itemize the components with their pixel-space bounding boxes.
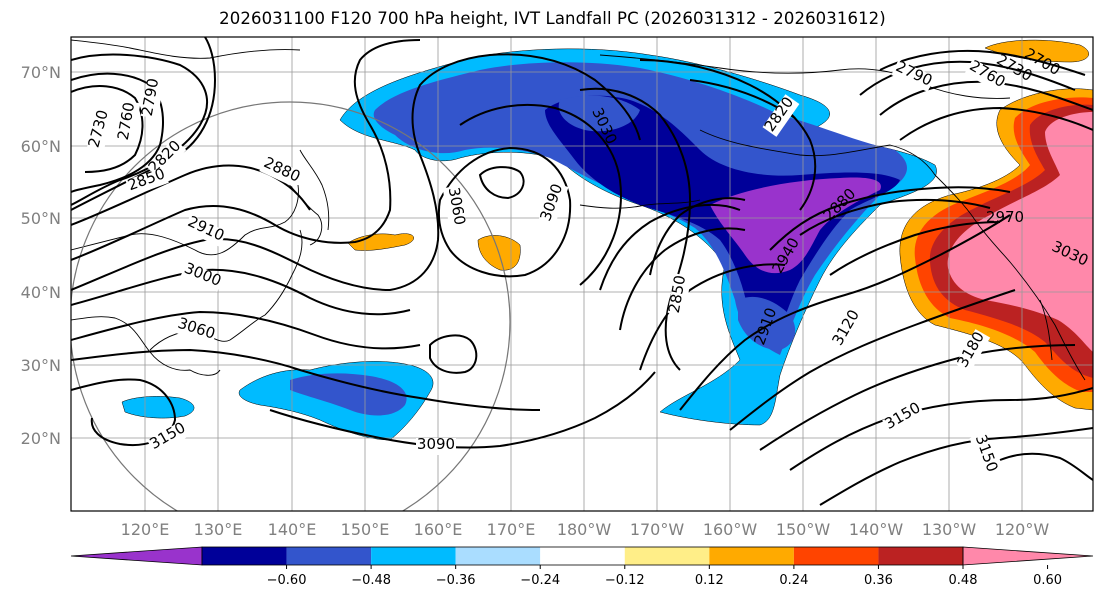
colorbar-outline	[201, 546, 964, 566]
colorbar-extension-low	[70, 546, 203, 566]
neg-region-taiwan	[121, 396, 195, 419]
colorbar-segment	[624, 547, 710, 565]
lon-label: 170°W	[630, 520, 685, 539]
lat-label-50: 50°N	[21, 209, 61, 228]
neg-region-subtropic-mid	[290, 373, 407, 416]
lon-label: 160°W	[703, 520, 758, 539]
lon-label: 180°W	[557, 520, 612, 539]
distance-circle	[71, 101, 511, 511]
figure-title: 2026031100 F120 700 hPa height, IVT Land…	[219, 9, 886, 28]
height-contours	[71, 37, 1093, 506]
lon-label: 130°E	[194, 520, 243, 539]
neg-region-north-strong	[710, 177, 881, 274]
contour-label: 3090	[417, 435, 455, 453]
lon-label: 120°E	[121, 520, 170, 539]
colorbar-tick-label: −0.48	[351, 573, 391, 588]
colorbar-segment	[793, 547, 879, 565]
lon-label: 140°W	[849, 520, 904, 539]
longitude-labels: 120°E 130°E 140°E 150°E 160°E 170°E 180°…	[121, 520, 1050, 539]
contour-label: 2970	[986, 208, 1024, 226]
lat-label-30: 30°N	[21, 356, 61, 375]
colorbar-tick-label: 0.60	[1033, 573, 1062, 588]
lon-label: 120°W	[995, 520, 1050, 539]
colorbar-tick-label: 0.48	[949, 573, 978, 588]
colorbar-tick-label: −0.24	[520, 573, 560, 588]
lat-label-20: 20°N	[21, 429, 61, 448]
colorbar-tick-label: 0.36	[864, 573, 893, 588]
lon-label: 130°W	[922, 520, 977, 539]
colorbar-extension-high	[962, 546, 1094, 566]
colorbar-tick-label: −0.60	[267, 573, 307, 588]
colorbar-segment	[371, 547, 456, 565]
colorbar-segment	[709, 547, 794, 565]
colorbar-segment	[878, 547, 963, 565]
lat-label-70: 70°N	[21, 63, 61, 82]
lat-label-40: 40°N	[21, 283, 61, 302]
lon-label: 140°E	[268, 520, 317, 539]
colorbar-segment	[455, 547, 541, 565]
colorbar-tick-label: −0.36	[436, 573, 476, 588]
colorbar-segment	[286, 547, 372, 565]
latitude-labels: 70°N 60°N 50°N 40°N 30°N 20°N	[21, 63, 61, 448]
colorbar-tick-label: 0.12	[695, 573, 724, 588]
colorbar-tick-label: 0.24	[779, 573, 808, 588]
map-frame	[70, 36, 1094, 512]
lat-label-60: 60°N	[21, 137, 61, 156]
ivt-shading-negative	[121, 48, 937, 441]
colorbar-tick-label: −0.12	[605, 573, 645, 588]
lon-label: 170°E	[487, 520, 536, 539]
colorbar: −0.60 −0.48 −0.36 −0.24 −0.12 0.12 0.24 0.36 0.4…	[70, 546, 1094, 588]
colorbar-segment	[202, 547, 287, 565]
lon-label: 160°E	[414, 520, 463, 539]
colorbar-segment	[540, 547, 625, 565]
neg-region-central-pacific-strip	[738, 296, 796, 350]
lon-label: 150°E	[341, 520, 390, 539]
lon-label: 150°W	[776, 520, 831, 539]
